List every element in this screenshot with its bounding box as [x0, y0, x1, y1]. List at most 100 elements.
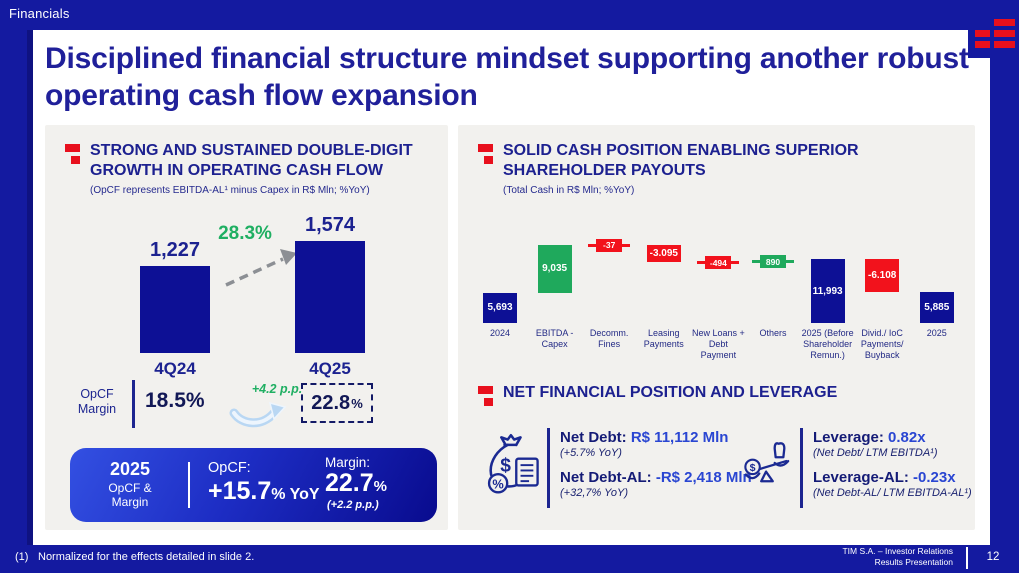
cash-panel: SOLID CASH POSITION ENABLING SUPERIOR SH… — [458, 125, 975, 530]
footer-brand-line1: TIM S.A. – Investor Relations — [842, 546, 953, 556]
summary-opcf-suffix: % YoY — [271, 486, 320, 503]
waterfall-bar: 11,993 — [810, 259, 845, 323]
leverage-label: Leverage: — [813, 429, 884, 446]
waterfall-category-label: New Loans + Debt Payment — [691, 328, 745, 360]
waterfall-bar: -3.095 — [646, 245, 681, 262]
opcf-margin-label: OpCF Margin — [77, 387, 117, 416]
leverage-note: (Net Debt/ LTM EBITDA¹) — [813, 447, 938, 459]
svg-text:$: $ — [500, 456, 511, 477]
waterfall-connector — [731, 261, 740, 265]
svg-text:$: $ — [750, 462, 756, 474]
summary-2025-box: 2025 OpCF & Margin OpCF: +15.7% YoY Marg… — [70, 448, 437, 522]
summary-caption-line2: Margin — [111, 495, 149, 509]
waterfall-category-label: Decomm. Fines — [589, 328, 629, 349]
curved-up-arrow-icon — [229, 401, 287, 428]
leverage-al-line: Leverage-AL: -0.23x — [813, 469, 972, 486]
growth-percent-label: 28.3% — [218, 223, 272, 244]
cash-waterfall-chart: 5,693 9,035 -37 -3.095 -494 890 11,993 -6.108 5,… — [458, 213, 975, 325]
summary-margin-note: (+2.2 p.p.) — [327, 499, 379, 511]
red-bullet-icon — [478, 144, 494, 166]
net-debt-al-label: Net Debt-AL: — [560, 469, 652, 486]
summary-opcf-label: OpCF: — [208, 460, 251, 476]
summary-opcf-value: +15.7% YoY — [208, 477, 320, 506]
cash-heading: SOLID CASH POSITION ENABLING SUPERIOR SH… — [503, 142, 859, 179]
footer-brand: TIM S.A. – Investor Relations Results Pr… — [842, 546, 953, 568]
summary-divider — [188, 462, 190, 508]
leverage-al-label: Leverage-AL: — [813, 469, 909, 486]
net-debt-value: R$ 11,112 Mln — [630, 429, 729, 446]
summary-margin-label: Margin: — [325, 455, 371, 470]
footer-brand-line2: Results Presentation — [874, 557, 953, 567]
tim-logo-icon — [968, 0, 1019, 58]
waterfall-category-labels: 2024 EBITDA - Capex Decomm. Fines Leasing P… — [458, 328, 975, 380]
waterfall-bar: 9,035 — [537, 244, 572, 293]
cash-panel-header: SOLID CASH POSITION ENABLING SUPERIOR SH… — [478, 141, 943, 196]
waterfall-category-label: 2024 — [489, 328, 511, 338]
nfp-divider — [800, 428, 803, 508]
opcf-panel: STRONG AND SUSTAINED DOUBLE-DIGIT GROWTH… — [45, 125, 448, 530]
opcf-value-label: 1,227 — [149, 239, 201, 261]
opcf-bar-chart: 28.3% 1,227 4Q24 1,574 4Q25 — [45, 213, 448, 463]
waterfall-category-label: Leasing Payments — [643, 328, 684, 349]
leverage-value: 0.82x — [888, 429, 926, 446]
waterfall-category-label: Divid./ IoC Payments/ Buyback — [860, 328, 904, 360]
waterfall-category-label: 2025 — [926, 328, 947, 338]
waterfall-connector — [786, 260, 794, 264]
net-debt-al-note: (+32,7% YoY) — [560, 487, 628, 499]
waterfall-category-label: 2025 (Before Shareholder Remun.) — [801, 328, 854, 360]
page-number: 12 — [986, 551, 1000, 563]
net-debt-line: Net Debt: R$ 11,112 Mln — [560, 429, 752, 446]
opcf-bar-4Q25 — [295, 241, 365, 353]
summary-year: 2025 — [109, 459, 151, 479]
nfp-heading: NET FINANCIAL POSITION AND LEVERAGE — [503, 384, 838, 401]
waterfall-connector — [697, 261, 706, 265]
opcf-bar-4Q24 — [140, 266, 210, 353]
leverage-block: Leverage: 0.82x (Net Debt/ LTM EBITDA¹) … — [813, 429, 972, 509]
opcf-heading: STRONG AND SUSTAINED DOUBLE-DIGIT GROWTH… — [90, 142, 413, 179]
footnote-text: Normalized for the effects detailed in s… — [38, 551, 255, 563]
waterfall-category-label: Others — [759, 328, 787, 338]
money-bag-icon: $ % — [487, 433, 539, 494]
waterfall-bar: 5,885 — [919, 291, 954, 323]
waterfall-bar: 890 — [760, 255, 786, 269]
red-bullet-icon — [478, 386, 494, 408]
slide-title: Disciplined financial structure mindset … — [45, 42, 969, 112]
leverage-al-value: -0.23x — [913, 469, 956, 486]
net-debt-al-line: Net Debt-AL: -R$ 2,418 Mln — [560, 469, 752, 486]
opcf-category-label: 4Q24 — [154, 359, 196, 378]
waterfall-bar: 5,693 — [483, 292, 517, 323]
summary-margin-suffix: % — [373, 478, 388, 495]
content-card: Disciplined financial structure mindset … — [33, 30, 990, 545]
svg-text:%: % — [492, 477, 504, 492]
leverage-line: Leverage: 0.82x — [813, 429, 972, 446]
net-debt-block: Net Debt: R$ 11,112 Mln (+5.7% YoY) Net … — [560, 429, 752, 509]
summary-opcf-number: +15.7 — [208, 477, 272, 505]
waterfall-connector — [752, 260, 760, 264]
opcf-category-label: 4Q25 — [309, 359, 351, 378]
margin-4q25-value: 22.8 — [311, 391, 351, 414]
summary-caption-line1: OpCF & — [108, 481, 152, 495]
summary-margin-number: 22.7 — [325, 469, 374, 497]
net-debt-note: (+5.7% YoY) — [560, 447, 622, 459]
cash-subtitle: (Total Cash in R$ Mln; %YoY) — [503, 185, 635, 196]
leverage-al-note: (Net Debt-AL/ LTM EBITDA-AL¹) — [813, 487, 972, 499]
waterfall-category-label: EBITDA - Capex — [535, 328, 574, 349]
footer-divider — [966, 547, 968, 569]
section-label: Financials — [9, 6, 70, 21]
footnote-number: (1) — [15, 551, 29, 563]
waterfall-bar: -37 — [596, 238, 623, 252]
waterfall-bar: -494 — [705, 256, 732, 270]
opcf-subtitle: (OpCF represents EBITDA-AL¹ minus Capex … — [90, 185, 370, 196]
margin-4q25-box: 22.8 % — [301, 383, 373, 423]
summary-margin-value: 22.7% — [325, 469, 387, 498]
waterfall-bar: -6.108 — [865, 259, 900, 292]
opcf-value-label: 1,574 — [304, 214, 356, 236]
nfp-header: NET FINANCIAL POSITION AND LEVERAGE — [478, 383, 837, 408]
waterfall-connector — [588, 243, 597, 247]
margin-4q25-percent-sign: % — [351, 395, 363, 411]
waterfall-connector — [622, 243, 631, 247]
net-debt-al-value: -R$ 2,418 Mln — [655, 469, 752, 486]
nfp-divider — [547, 428, 550, 508]
opcf-panel-header: STRONG AND SUSTAINED DOUBLE-DIGIT GROWTH… — [65, 141, 440, 196]
